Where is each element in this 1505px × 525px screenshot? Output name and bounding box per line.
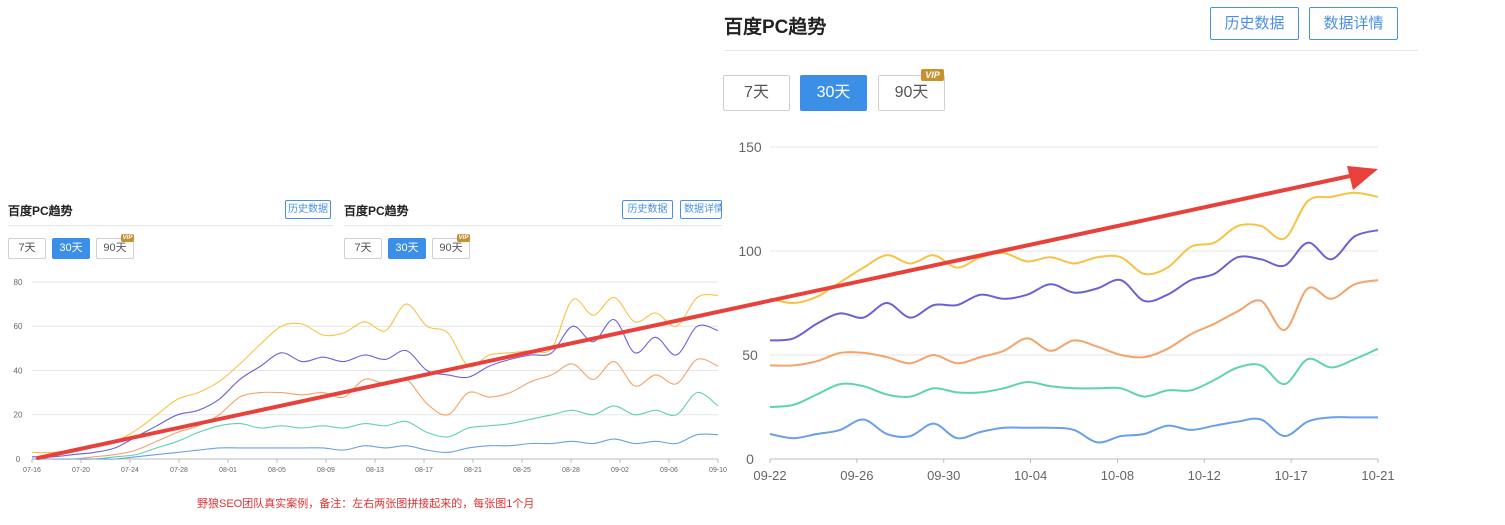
y-tick-label: 50 — [742, 347, 758, 363]
x-tick-label: 09-02 — [611, 467, 629, 474]
x-tick-label: 07-24 — [121, 467, 139, 474]
vip-badge: VIP — [921, 69, 944, 81]
x-tick-label: 08-17 — [415, 467, 433, 474]
x-tick-label: 09-22 — [753, 468, 786, 483]
range-7-days[interactable]: 7天 — [8, 238, 46, 259]
series-line-4 — [32, 433, 719, 460]
x-tick-label: 08-09 — [317, 467, 335, 474]
x-tick-label: 07-20 — [72, 467, 90, 474]
x-tick-label: 08-05 — [268, 467, 286, 474]
range-90-days[interactable]: 90天 — [878, 75, 945, 111]
y-tick-label: 0 — [746, 451, 754, 467]
data-detail-button[interactable]: 数据详情 — [680, 200, 722, 219]
trend-arrow — [36, 166, 1378, 460]
history-data-button[interactable]: 历史数据 — [1210, 7, 1299, 40]
series-line-3 — [769, 347, 1379, 408]
range-90-days[interactable]: 90天 — [96, 238, 134, 259]
y-tick-label: 20 — [14, 411, 23, 420]
range-30-days[interactable]: 30天 — [52, 238, 90, 259]
range-7-days[interactable]: 7天 — [344, 238, 382, 259]
y-tick-label: 100 — [738, 243, 762, 259]
x-tick-label: 09-26 — [840, 468, 873, 483]
header-divider — [8, 225, 333, 226]
chart-1: 0 50 100 150 09-22 09-26 09-30 10-04 10-08 10-12 1… — [738, 139, 1394, 483]
vip-badge: VIP — [121, 234, 134, 242]
x-tick-label: 10-21 — [1361, 468, 1394, 483]
panel-title: 百度PC趋势 — [344, 204, 409, 218]
header-divider — [344, 225, 722, 226]
y-tick-label: 0 — [16, 455, 21, 464]
x-tick-label: 08-13 — [366, 467, 384, 474]
data-detail-button[interactable]: 数据详情 — [1309, 7, 1398, 40]
x-tick-label: 10-12 — [1188, 468, 1221, 483]
trend-arrow-shaft — [36, 174, 1352, 460]
range-90-days[interactable]: 90天 — [432, 238, 470, 259]
panel-title: 百度PC趋势 — [8, 204, 73, 218]
series-line-3 — [32, 392, 719, 460]
range-30-days[interactable]: 30天 — [388, 238, 426, 259]
range-7-days[interactable]: 7天 — [723, 75, 790, 111]
x-tick-label: 08-01 — [219, 467, 237, 474]
x-tick-label: 10-04 — [1014, 468, 1047, 483]
x-tick-label: 09-10 — [709, 467, 727, 474]
panel-title: 百度PC趋势 — [724, 17, 827, 38]
series-line-2 — [32, 358, 719, 460]
x-tick-label: 07-16 — [23, 467, 41, 474]
range-30-days[interactable]: 30天 — [800, 75, 867, 111]
x-tick-label: 08-25 — [513, 467, 531, 474]
x-tick-label: 07-28 — [170, 467, 188, 474]
series-line-1 — [31, 319, 719, 458]
x-tick-label: 10-17 — [1275, 468, 1308, 483]
series-line-1 — [769, 229, 1379, 342]
vip-badge: VIP — [457, 234, 470, 242]
y-tick-label: 60 — [14, 322, 23, 331]
case-note: 野狼SEO团队真实案例，备注：左右两张图拼接起来的，每张图1个月 — [197, 498, 535, 510]
x-tick-label: 08-28 — [562, 467, 580, 474]
history-data-button[interactable]: 历史数据 — [622, 200, 673, 219]
history-data-button[interactable]: 历史数据 — [285, 200, 331, 219]
y-tick-label: 80 — [14, 278, 23, 287]
series-line-4 — [769, 416, 1378, 444]
chart-0: 0 20 40 60 80 07-16 07-20 07-24 07-28 08-01 08-05 0… — [14, 278, 728, 474]
y-tick-label: 40 — [14, 366, 23, 375]
trend-arrow-head — [1347, 166, 1378, 190]
header-divider — [724, 50, 1418, 51]
series-line-0 — [769, 191, 1379, 305]
x-tick-label: 08-21 — [464, 467, 482, 474]
x-tick-label: 10-08 — [1101, 468, 1134, 483]
series-line-2 — [769, 279, 1379, 367]
y-tick-label: 150 — [738, 139, 762, 155]
x-tick-label: 09-30 — [927, 468, 960, 483]
series-line-0 — [31, 294, 719, 454]
x-tick-label: 09-06 — [660, 467, 678, 474]
